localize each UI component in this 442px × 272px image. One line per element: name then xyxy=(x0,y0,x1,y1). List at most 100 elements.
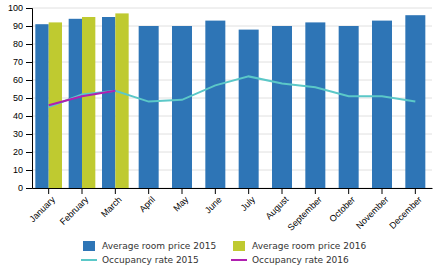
x-tick-mark xyxy=(282,188,283,194)
x-tick: October xyxy=(327,188,357,224)
y-tick-mark xyxy=(26,8,32,9)
y-tick-mark xyxy=(26,62,32,63)
x-tick-mark xyxy=(315,188,316,194)
x-axis-line xyxy=(33,188,433,189)
y-tick-mark xyxy=(26,188,32,189)
legend-swatch xyxy=(83,241,95,251)
grid-line xyxy=(32,8,432,9)
bar xyxy=(405,15,425,188)
x-axis: JanuaryFebruary March April May June July Augu… xyxy=(27,188,432,233)
x-tick: September xyxy=(286,188,324,233)
legend: Average room price 2015 Average room pric… xyxy=(81,241,366,265)
y-tick-mark xyxy=(26,80,32,81)
legend-swatch xyxy=(81,259,97,261)
y-tick: 10 xyxy=(13,165,32,175)
y-tick: 20 xyxy=(13,147,32,157)
bars xyxy=(35,13,425,188)
y-tick-mark xyxy=(26,44,32,45)
legend-swatch xyxy=(233,241,245,251)
x-tick: January xyxy=(27,188,57,224)
y-tick-label: 0 xyxy=(18,183,23,193)
x-tick-label: January xyxy=(27,194,57,224)
x-tick-label: July xyxy=(239,194,258,213)
bar xyxy=(35,24,48,188)
y-tick-label: 70 xyxy=(13,57,23,67)
bar xyxy=(139,26,159,188)
x-tick-mark xyxy=(182,188,183,194)
x-tick-mark xyxy=(215,188,216,194)
x-tick-mark xyxy=(248,188,249,194)
line xyxy=(49,91,116,105)
line xyxy=(49,76,416,107)
x-tick: February xyxy=(58,188,91,227)
y-tick: 80 xyxy=(13,39,32,49)
bar xyxy=(239,30,259,188)
y-axis-line xyxy=(26,9,33,189)
x-tick-label: June xyxy=(203,194,224,215)
bar xyxy=(115,13,128,188)
y-tick-label: 40 xyxy=(13,111,23,121)
y-tick: 100 xyxy=(8,3,32,13)
x-tick: June xyxy=(203,188,224,215)
y-axis: 0 10 20 30 40 50 60 70 80 90 100 xyxy=(8,3,33,193)
grid xyxy=(32,8,432,188)
legend-item: Average room price 2016 xyxy=(233,241,366,251)
legend-item: Occupancy rate 2016 xyxy=(231,255,349,265)
y-tick-mark xyxy=(26,170,32,171)
x-tick-label: February xyxy=(58,194,91,227)
legend-item: Occupancy rate 2015 xyxy=(81,255,199,265)
y-tick-mark xyxy=(26,134,32,135)
y-tick-mark xyxy=(26,26,32,27)
y-tick-label: 10 xyxy=(13,165,23,175)
y-tick-label: 20 xyxy=(13,147,23,157)
x-tick-mark xyxy=(115,188,116,194)
y-tick-label: 100 xyxy=(8,3,23,13)
y-tick-mark xyxy=(26,152,32,153)
bar xyxy=(372,21,392,188)
y-tick: 50 xyxy=(13,93,32,103)
y-tick-label: 30 xyxy=(13,129,23,139)
x-tick-mark xyxy=(148,188,149,194)
legend-swatch xyxy=(231,259,247,261)
y-tick-label: 90 xyxy=(13,21,23,31)
y-tick: 40 xyxy=(13,111,32,121)
y-tick: 90 xyxy=(13,21,32,31)
y-tick-mark xyxy=(26,116,32,117)
y-tick-mark xyxy=(26,98,32,99)
x-tick: July xyxy=(239,188,258,213)
x-tick: April xyxy=(137,188,157,214)
y-tick-label: 80 xyxy=(13,39,23,49)
x-tick-label: December xyxy=(387,194,423,230)
x-tick-mark xyxy=(415,188,416,194)
y-tick: 0 xyxy=(18,183,32,193)
bar xyxy=(172,26,192,188)
bar xyxy=(305,22,325,188)
bar xyxy=(205,21,225,188)
x-tick-mark xyxy=(48,188,49,194)
y-tick: 60 xyxy=(13,75,32,85)
legend-label: Average room price 2016 xyxy=(252,241,366,251)
marks xyxy=(35,13,425,188)
x-tick-label: May xyxy=(171,194,190,213)
x-tick-label: August xyxy=(264,194,291,221)
x-tick-label: October xyxy=(327,194,357,224)
y-tick: 70 xyxy=(13,57,32,67)
x-tick: December xyxy=(387,188,423,231)
x-tick: March xyxy=(99,188,124,219)
bar xyxy=(102,17,115,188)
x-tick-label: March xyxy=(99,194,124,219)
bar xyxy=(82,17,95,188)
y-tick-label: 50 xyxy=(13,93,23,103)
legend-label: Occupancy rate 2015 xyxy=(102,255,199,265)
x-tick: August xyxy=(264,188,291,221)
legend-item: Average room price 2015 xyxy=(83,241,216,251)
bar xyxy=(69,19,82,188)
legend-label: Average room price 2015 xyxy=(102,241,216,251)
chart: 0 10 20 30 40 50 60 70 80 90 100 JanuaryFebruary Mar… xyxy=(0,0,442,272)
bar xyxy=(272,26,292,188)
x-tick-mark xyxy=(382,188,383,194)
x-tick-label: November xyxy=(354,194,390,230)
x-tick-label: September xyxy=(286,194,324,232)
y-tick: 30 xyxy=(13,129,32,139)
bar xyxy=(339,26,359,188)
